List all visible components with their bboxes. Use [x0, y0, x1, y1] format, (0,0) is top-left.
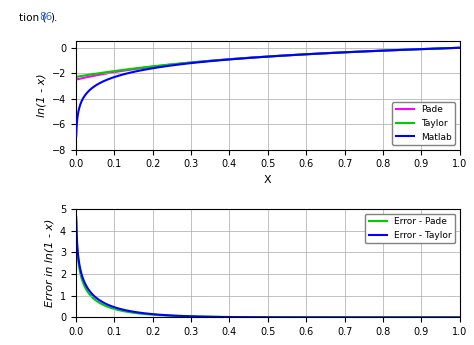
Error - Taylor [220, 315, 226, 319]
Error - Taylor [303, 315, 309, 319]
Error - Taylor [73, 215, 79, 219]
Error - Pade [389, 315, 394, 319]
Taylor [303, 52, 309, 56]
Pade [303, 52, 309, 56]
Taylor [389, 48, 394, 52]
Taylor [323, 51, 328, 55]
Taylor [457, 46, 463, 50]
X-axis label: x: x [264, 343, 271, 345]
Pade [143, 66, 149, 70]
Matlab [143, 67, 149, 71]
Line: Matlab: Matlab [76, 48, 460, 136]
Pade [73, 77, 79, 81]
Legend: Error - Pade, Error - Taylor: Error - Pade, Error - Taylor [365, 214, 455, 244]
Y-axis label: Error in ln(1 - x): Error in ln(1 - x) [44, 219, 55, 307]
Error - Pade [303, 315, 309, 319]
Matlab [323, 51, 328, 55]
Error - Taylor [360, 315, 365, 319]
Error - Taylor [143, 312, 149, 316]
Text: ).: ). [50, 12, 57, 22]
Error - Taylor [456, 315, 462, 319]
Line: Pade: Pade [76, 48, 460, 79]
Taylor [143, 65, 149, 69]
Pade [389, 48, 394, 52]
Error - Taylor [323, 315, 328, 319]
Text: 86: 86 [39, 12, 53, 22]
X-axis label: X: X [264, 175, 272, 185]
Matlab [457, 46, 463, 50]
Error - Pade [73, 220, 79, 224]
Matlab [220, 58, 226, 62]
Error - Taylor [389, 315, 394, 319]
Line: Taylor: Taylor [76, 48, 460, 77]
Y-axis label: ln(1 - x): ln(1 - x) [36, 74, 46, 117]
Matlab [303, 52, 309, 56]
Error - Pade [360, 315, 365, 319]
Error - Pade [323, 315, 328, 319]
Error - Pade [220, 315, 226, 319]
Line: Error - Taylor: Error - Taylor [76, 217, 460, 317]
Pade [220, 58, 226, 62]
Error - Taylor [457, 315, 463, 319]
Taylor [220, 58, 226, 62]
Text: tion (: tion ( [19, 12, 46, 22]
Line: Error - Pade: Error - Pade [76, 222, 460, 317]
Taylor [73, 75, 79, 79]
Matlab [360, 49, 365, 53]
Error - Pade [143, 312, 149, 316]
Matlab [73, 134, 79, 138]
Taylor [360, 49, 365, 53]
Matlab [389, 48, 394, 52]
Pade [323, 51, 328, 55]
Pade [457, 46, 463, 50]
Legend: Pade, Taylor, Matlab: Pade, Taylor, Matlab [392, 102, 455, 145]
Pade [360, 49, 365, 53]
Error - Pade [457, 315, 463, 319]
